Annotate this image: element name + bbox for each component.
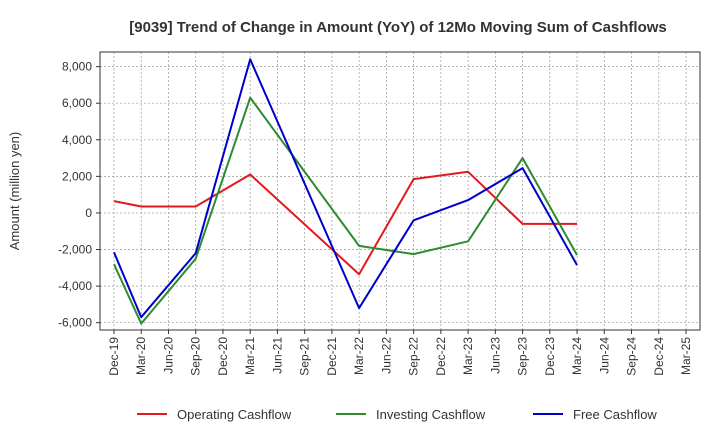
y-tick-label: -6,000 — [58, 316, 92, 330]
x-tick-label: Jun-21 — [270, 337, 284, 374]
x-tick-label: Dec-24 — [652, 337, 666, 376]
x-tick-label: Sep-21 — [298, 337, 312, 376]
x-tick-label: Mar-25 — [679, 337, 693, 375]
x-tick-label: Mar-20 — [134, 337, 148, 375]
y-axis-label: Amount (million yen) — [7, 132, 22, 251]
legend-label: Investing Cashflow — [376, 407, 486, 422]
y-tick-label: 6,000 — [62, 96, 92, 110]
x-tick-label: Mar-24 — [570, 337, 584, 375]
x-tick-label: Sep-24 — [625, 337, 639, 376]
series-line-investing-cashflow — [113, 96, 578, 325]
y-tick-label: 4,000 — [62, 133, 92, 147]
x-axis: Dec-19 Mar-20 Jun-20 Sep-20 Dec-20 Mar-21 Jun-… — [107, 330, 693, 376]
x-tick-label: Mar-23 — [461, 337, 475, 375]
x-tick-label: Mar-22 — [352, 337, 366, 375]
plot-frame — [99, 51, 701, 331]
series-lines — [113, 58, 578, 325]
series-line-operating-cashflow — [113, 170, 577, 276]
y-tick-label: 2,000 — [62, 169, 92, 183]
grid-lines — [100, 52, 700, 330]
x-tick-label: Sep-23 — [516, 337, 530, 376]
y-tick-label: -2,000 — [58, 243, 92, 257]
x-tick-label: Dec-21 — [325, 337, 339, 376]
x-tick-label: Sep-22 — [407, 337, 421, 376]
chart-title: [9039] Trend of Change in Amount (YoY) o… — [129, 19, 667, 36]
x-tick-label: Dec-23 — [543, 337, 557, 376]
x-tick-label: Jun-22 — [379, 337, 393, 374]
legend-label: Operating Cashflow — [177, 407, 292, 422]
y-tick-label: 0 — [85, 206, 92, 220]
x-tick-label: Dec-19 — [107, 337, 121, 376]
x-tick-label: Dec-20 — [216, 337, 230, 376]
legend-label: Free Cashflow — [573, 407, 657, 422]
legend: Operating Cashflow Investing Cashflow Free… — [137, 407, 657, 422]
x-tick-label: Jun-24 — [597, 337, 611, 374]
y-tick-label: 8,000 — [62, 60, 92, 74]
y-axis: -6,000 -4,000 -2,000 0 2,000 4,000 6,000 8,000 — [58, 60, 100, 330]
x-tick-label: Sep-20 — [189, 337, 203, 376]
series-line-free-cashflow — [113, 58, 578, 319]
x-tick-label: Jun-23 — [488, 337, 502, 374]
x-tick-label: Dec-22 — [434, 337, 448, 376]
x-tick-label: Jun-20 — [161, 337, 175, 374]
plot-area — [100, 52, 700, 330]
x-tick-label: Mar-21 — [243, 337, 257, 375]
y-tick-label: -4,000 — [58, 279, 92, 293]
